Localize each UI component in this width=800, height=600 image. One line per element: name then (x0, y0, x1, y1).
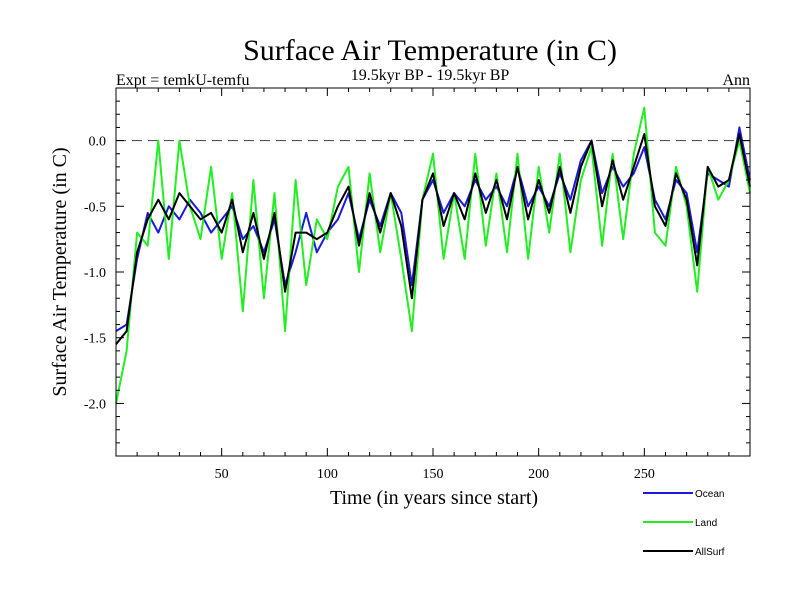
x-tick-label: 150 (423, 467, 444, 482)
legend-label-allsurf: AllSurf (695, 547, 725, 558)
series-line-land (115, 106, 751, 404)
x-axis-label: Time (in years since start) (330, 487, 538, 509)
chart-title: Surface Air Temperature (in C) (243, 34, 617, 67)
y-tick-label: -2.0 (84, 397, 106, 412)
legend: Ocean Land AllSurf (643, 489, 725, 558)
legend-label-land: Land (695, 518, 717, 529)
x-tick-label: 100 (317, 467, 338, 482)
series-line-allsurf (115, 133, 751, 345)
chart-subtitle: 19.5kyr BP - 19.5kyr BP (351, 67, 510, 84)
y-tick-label: -0.5 (84, 200, 106, 215)
y-tick-label: 0.0 (89, 135, 107, 150)
legend-label-ocean: Ocean (695, 489, 724, 500)
experiment-label: Expt = temkU-temfu (116, 72, 249, 89)
x-tick-label: 50 (215, 467, 229, 482)
series-line-ocean (115, 126, 751, 332)
y-axis-label: Surface Air Temperature (in C) (49, 147, 71, 396)
plot-frame (115, 87, 751, 457)
x-tick-label: 200 (528, 467, 549, 482)
y-tick-label: -1.0 (84, 266, 106, 281)
y-tick-label: -1.5 (84, 332, 106, 347)
x-tick-label: 250 (634, 467, 655, 482)
period-label: Ann (722, 72, 750, 89)
